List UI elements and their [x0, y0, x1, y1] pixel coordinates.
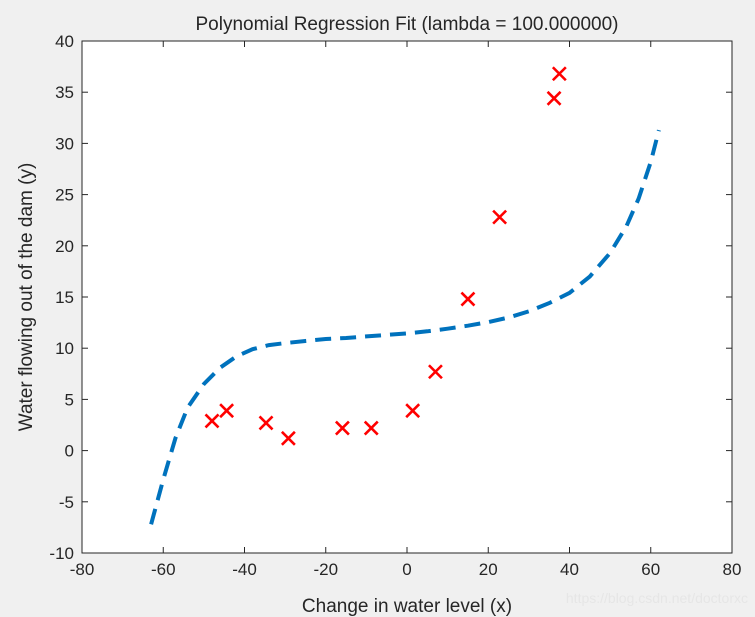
- watermark: https://blog.csdn.net/doctorxc: [566, 590, 748, 606]
- y-tick-label: 30: [55, 134, 74, 153]
- data-point-marker: [258, 415, 274, 431]
- x-tick-label: 20: [479, 560, 498, 579]
- y-tick-label: 10: [55, 339, 74, 358]
- data-point-marker: [551, 66, 567, 82]
- y-axis-title: Water flowing out of the dam (y): [16, 163, 37, 432]
- plot-area: [81, 40, 733, 554]
- data-point-marker: [428, 364, 443, 380]
- chart-title: Polynomial Regression Fit (lambda = 100.…: [196, 14, 619, 35]
- data-point-marker: [280, 430, 296, 446]
- x-tick-label: -40: [232, 560, 257, 579]
- fit-line: [149, 129, 661, 525]
- data-point-marker: [219, 403, 235, 419]
- data-point-marker: [546, 90, 562, 106]
- y-tick-label: 25: [55, 186, 74, 205]
- data-point-marker: [492, 209, 508, 225]
- y-tick-label: 15: [55, 288, 74, 307]
- x-tick-label: 80: [723, 560, 742, 579]
- y-tick-label: 20: [55, 237, 74, 256]
- y-tick-label: 5: [65, 390, 74, 409]
- data-point-marker: [363, 420, 379, 436]
- data-point-marker: [334, 420, 350, 436]
- y-tick-label: 35: [55, 83, 74, 102]
- data-point-marker: [204, 413, 220, 429]
- x-tick-label: 0: [402, 560, 411, 579]
- x-tick-label: -60: [151, 560, 176, 579]
- data-point-marker: [460, 291, 476, 307]
- fit-line-group: [149, 129, 661, 525]
- x-ticks: -80 -60 -40 -20 0 20 40 60 80: [70, 41, 742, 579]
- x-tick-label: -80: [70, 560, 95, 579]
- y-ticks: -10 -5 0 5 10 15 20 25 30 35 40: [49, 32, 732, 563]
- y-tick-label: 40: [55, 32, 74, 51]
- y-tick-label: 0: [65, 442, 74, 461]
- x-tick-label: -20: [313, 560, 338, 579]
- data-point-marker: [405, 403, 421, 419]
- x-tick-label: 40: [560, 560, 579, 579]
- y-tick-label: -10: [49, 544, 74, 563]
- x-tick-label: 60: [641, 560, 660, 579]
- x-axis-title: Change in water level (x): [302, 596, 512, 617]
- points-group: [204, 66, 567, 446]
- y-tick-label: -5: [59, 493, 74, 512]
